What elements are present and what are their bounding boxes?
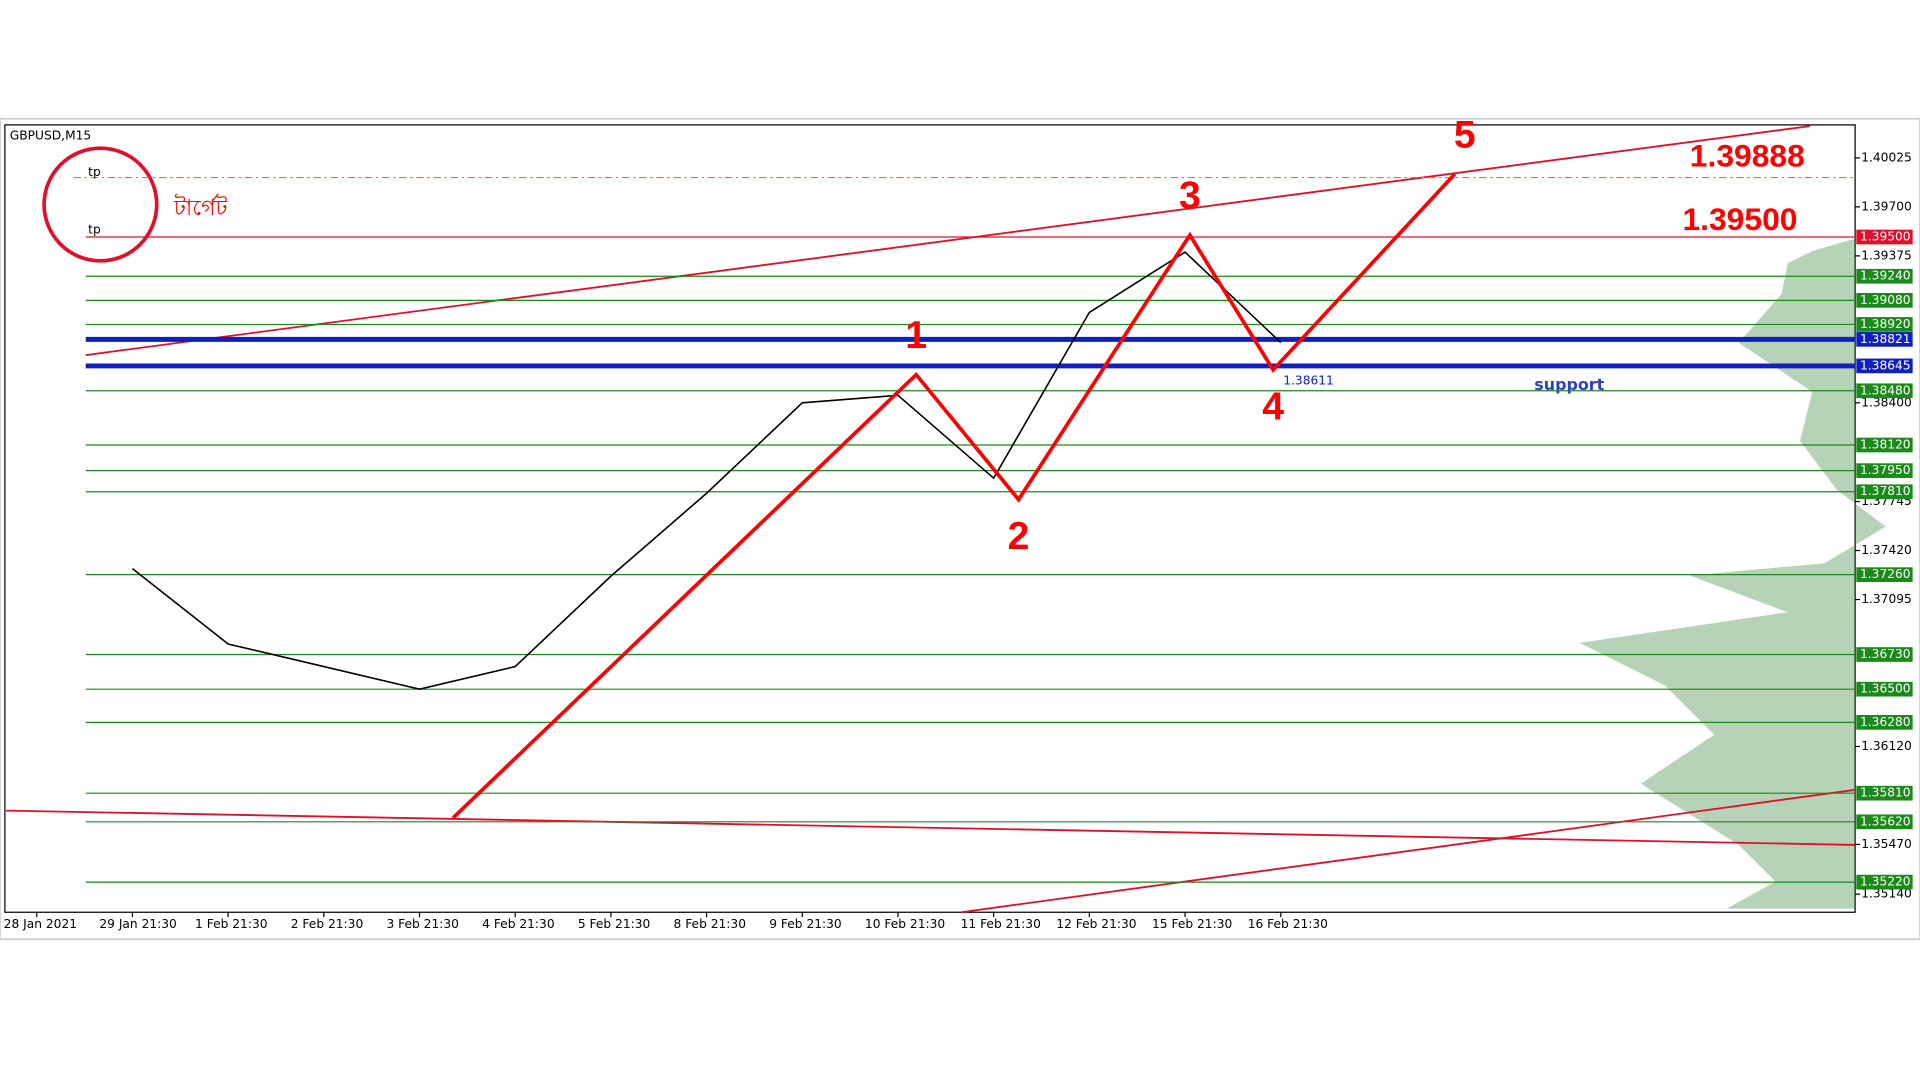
level-box (1856, 292, 1913, 308)
level-box (1856, 647, 1913, 662)
level-box (1856, 567, 1913, 582)
y-tick-label: 1.35140 (1861, 887, 1912, 901)
level-box (1856, 332, 1913, 347)
level-box (1856, 874, 1913, 890)
y-tick-label: 1.38400 (1861, 395, 1912, 409)
level-label: 1.36500 (1860, 682, 1911, 696)
y-tick-label: 1.40025 (1861, 150, 1912, 164)
target-text: টার্গেট (173, 194, 229, 220)
x-tick-label: 10 Feb 21:30 (865, 917, 945, 931)
wave-line (451, 172, 1457, 820)
y-tick-label: 1.36120 (1861, 739, 1912, 753)
wave-label: 1 (905, 314, 927, 357)
level-label: 1.38821 (1860, 332, 1911, 346)
level-label: 1.39500 (1860, 230, 1911, 244)
x-tick-label: 4 Feb 21:30 (482, 917, 554, 931)
x-tick-label: 29 Jan 21:30 (99, 917, 176, 931)
trend-line (6, 809, 1856, 846)
x-tick-label: 1 Feb 21:30 (195, 917, 267, 931)
level-box (1856, 463, 1913, 478)
x-tick-label: 28 Jan 2021 (4, 917, 77, 931)
level-label: 1.38120 (1860, 438, 1911, 452)
x-tick-label: 8 Feb 21:30 (674, 917, 746, 931)
level-box (1856, 358, 1913, 374)
wave-label: 2 (1008, 515, 1030, 558)
level-label: 1.35220 (1860, 875, 1911, 889)
level-box (1856, 785, 1913, 801)
x-tick-label: 5 Feb 21:30 (578, 917, 650, 931)
level-label: 1.37950 (1860, 463, 1911, 477)
level-label: 1.38645 (1860, 358, 1911, 372)
level-label: 1.38920 (1860, 317, 1911, 331)
tp-label: tp (88, 223, 101, 237)
level-label: 1.39080 (1860, 293, 1911, 307)
trend-line (961, 788, 1856, 914)
x-tick-label: 2 Feb 21:30 (291, 917, 363, 931)
support-label: support (1534, 375, 1604, 394)
level-box (1856, 681, 1913, 697)
level-label: 1.37260 (1860, 567, 1911, 581)
symbol-label: GBPUSD,M15 (10, 128, 91, 142)
target-circle (42, 146, 159, 263)
volume-profile (1579, 238, 1886, 909)
x-tick-label: 12 Feb 21:30 (1056, 917, 1136, 931)
y-tick-label: 1.39375 (1861, 248, 1912, 262)
level-box (1856, 317, 1913, 332)
wave-label: 5 (1454, 113, 1476, 156)
y-tick-label: 1.37420 (1861, 543, 1912, 557)
level-label: 1.38480 (1860, 383, 1911, 397)
wave-label: 4 (1262, 385, 1284, 428)
level-label: 1.36280 (1860, 715, 1911, 729)
wave-label: 3 (1179, 175, 1201, 218)
level-box (1856, 714, 1913, 730)
price-line (131, 251, 1282, 691)
level-label: 1.39240 (1860, 269, 1911, 283)
level-box (1856, 484, 1913, 500)
target-price: 1.39888 (1690, 137, 1805, 173)
level-box (1856, 437, 1913, 453)
x-tick-label: 3 Feb 21:30 (386, 917, 458, 931)
x-tick-label: 16 Feb 21:30 (1248, 917, 1328, 931)
level-box (1856, 814, 1913, 830)
x-tick-label: 15 Feb 21:30 (1152, 917, 1232, 931)
level-box (1856, 229, 1913, 245)
level-label: 1.35620 (1860, 814, 1911, 828)
y-tick-label: 1.35470 (1861, 837, 1912, 851)
level-label: 1.36730 (1860, 647, 1911, 661)
level-label: 1.35810 (1860, 786, 1911, 800)
y-tick-label: 1.37095 (1861, 592, 1912, 606)
target-price: 1.39500 (1682, 201, 1797, 237)
level-box (1856, 383, 1913, 399)
x-tick-label: 9 Feb 21:30 (769, 917, 841, 931)
tp-label: tp (88, 165, 101, 179)
trend-line (85, 125, 1810, 357)
level-box (1856, 268, 1913, 284)
x-tick-label: 11 Feb 21:30 (961, 917, 1041, 931)
level-label: 1.37810 (1860, 484, 1911, 498)
plot-frame (4, 124, 1856, 913)
y-tick-label: 1.39700 (1861, 199, 1912, 213)
price-label: 1.38611 (1283, 373, 1334, 387)
